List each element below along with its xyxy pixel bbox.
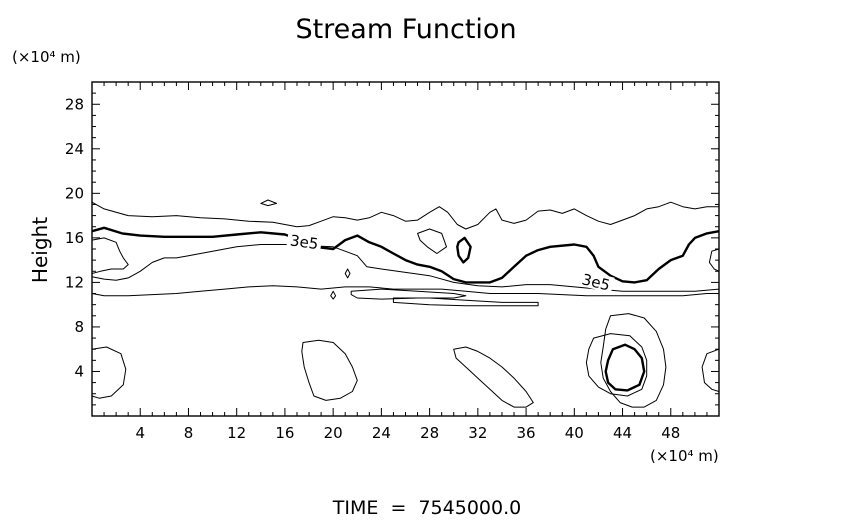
x-axis-unit-label: (×10⁴ m) [650,447,719,465]
y-tick-label: 28 [65,95,84,113]
contour-line-band-lower-edge [91,244,720,292]
y-tick-label: 4 [74,362,84,380]
x-tick-label: 48 [661,424,680,442]
plot-border [91,81,720,417]
x-tick-label: 16 [275,424,294,442]
contour-line-stripe-a [350,288,467,300]
contour-line-stripe-b [392,297,539,307]
y-axis-unit-label: (×10⁴ m) [12,48,81,66]
contour-line-cell-44-outer [600,313,667,408]
x-tick-label: 12 [227,424,246,442]
x-tick-label: 20 [324,424,343,442]
contour-label-mask [286,231,323,252]
contour-line-cell-right-edge [701,348,720,392]
x-tick-label: 36 [517,424,536,442]
contour-line-cell-44-mid [585,333,648,397]
y-axis-label: Height [28,217,52,283]
contour-line-eddy-30-thick [456,236,472,264]
contour-line-eddy-28 [417,228,447,254]
y-tick-label: 20 [65,184,84,202]
x-tick-label: 28 [420,424,439,442]
x-tick-label: 24 [372,424,391,442]
contour-line-eddy-small-c [330,290,337,300]
contour-line-band-bottom [91,285,719,297]
time-footer: TIME = 7545000.0 [332,497,521,519]
contour-line-band-left-inner [91,237,129,274]
x-tick-label: 44 [613,424,632,442]
x-tick-label: 32 [468,424,487,442]
y-tick-label: 24 [65,140,84,158]
contour-line-eddy-right-edge [708,248,720,272]
contour-label-mask [577,269,615,294]
contour-line-cell-19 [301,339,358,401]
y-tick-label: 8 [74,318,84,336]
contour-line-eddy-small-a [260,199,277,207]
x-tick-label: 40 [565,424,584,442]
y-tick-label: 16 [65,229,84,247]
contour-line-cell-33 [453,346,534,408]
contour-label-1: 3e5 [289,231,320,253]
x-tick-label: 4 [135,424,145,442]
x-tick-label: 8 [184,424,194,442]
contour-line-cell-44-core [604,343,646,392]
contour-line-eddy-small-b [344,268,351,279]
contour-lines [91,199,720,408]
contour-line-cell-left [91,346,127,399]
contour-line-upper-band-top [91,201,719,230]
y-tick-label: 12 [65,273,84,291]
contour-line-3e5-upper [91,226,720,284]
chart-title: Stream Function [295,14,516,45]
